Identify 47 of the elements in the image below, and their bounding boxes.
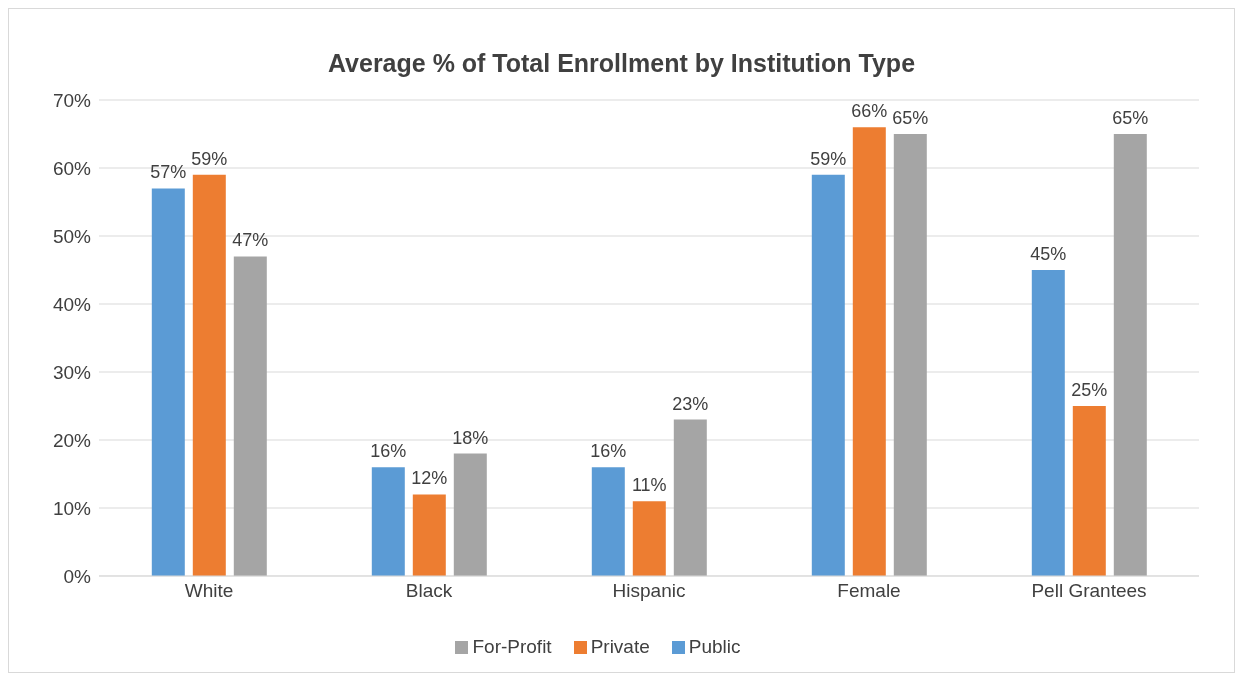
legend-label: Public: [688, 636, 741, 657]
x-tick-label: Pell Grantees: [1031, 580, 1147, 602]
data-label: 47%: [232, 230, 269, 251]
bar: [412, 494, 446, 576]
data-label: 57%: [150, 162, 187, 183]
y-tick-label: 20%: [52, 429, 92, 451]
data-label: 45%: [1030, 244, 1067, 264]
x-tick-label: Hispanic: [612, 580, 686, 602]
bar: [893, 134, 927, 576]
data-label: 12%: [411, 468, 448, 489]
bar: [591, 467, 625, 576]
data-label: 66%: [851, 101, 888, 122]
y-tick-label: 70%: [52, 89, 92, 111]
bar: [632, 501, 666, 576]
y-tick-label: 30%: [52, 361, 92, 383]
data-label: 59%: [191, 148, 228, 169]
bar: [811, 174, 845, 576]
x-tick-label: Black: [405, 580, 453, 602]
x-tick-label: Female: [837, 580, 901, 602]
bar: [1031, 270, 1065, 576]
data-label: 16%: [590, 441, 627, 462]
y-tick-label: 0%: [63, 565, 92, 587]
bar: [673, 419, 707, 576]
data-label: 65%: [892, 108, 929, 128]
data-label: 59%: [810, 148, 847, 169]
data-label: 18%: [452, 427, 489, 448]
bar: [852, 127, 886, 576]
bar: [151, 188, 185, 576]
data-label: 25%: [1071, 380, 1108, 400]
data-label: 16%: [370, 441, 407, 462]
bar: [371, 467, 405, 576]
bar: [1113, 134, 1147, 576]
bar: [453, 453, 487, 576]
data-label: 11%: [631, 475, 667, 496]
data-label: 65%: [1112, 108, 1149, 128]
legend-label: For-Profit: [472, 636, 552, 657]
y-tick-label: 10%: [52, 497, 92, 519]
data-label: 23%: [672, 393, 709, 414]
x-tick-label: White: [184, 580, 234, 602]
chart-title: Average % of Total Enrollment by Institution Type: [326, 49, 917, 78]
y-tick-label: 60%: [52, 157, 92, 179]
bar: [233, 256, 267, 576]
legend-label: Private: [590, 636, 650, 657]
bar: [192, 174, 226, 576]
y-tick-label: 50%: [52, 225, 92, 247]
y-tick-label: 40%: [52, 293, 92, 315]
bar: [1072, 406, 1106, 576]
